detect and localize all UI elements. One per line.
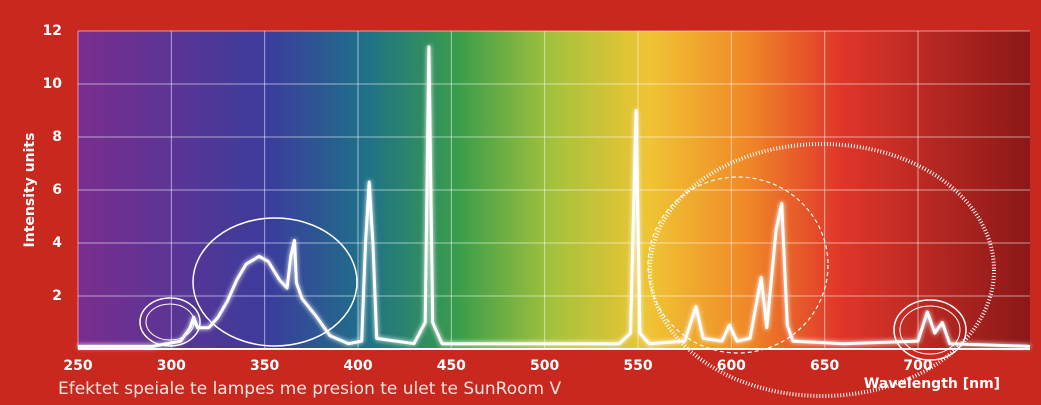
y-tick-label: 8 — [52, 129, 62, 145]
y-tick-label: 2 — [52, 288, 62, 304]
y-axis-label: Intensity units — [22, 133, 38, 248]
x-tick-label: 550 — [623, 358, 652, 374]
spectrum-line — [78, 45, 1031, 348]
y-tick-label: 12 — [43, 23, 62, 39]
y-tick-label: 10 — [43, 76, 63, 92]
x-tick-label: 500 — [530, 358, 559, 374]
y-tick-label: 4 — [52, 235, 62, 251]
x-tick-label: 350 — [250, 358, 279, 374]
x-tick-label: 600 — [717, 358, 746, 374]
caption: Efektet speiale te lampes me presion te … — [58, 379, 561, 399]
y-tick-label: 6 — [52, 182, 62, 198]
x-tick-label: 650 — [810, 358, 839, 374]
x-axis-label: Wavelength [nm] — [864, 376, 1000, 392]
x-tick-label: 700 — [903, 358, 932, 374]
x-tick-label: 300 — [157, 358, 186, 374]
x-tick-label: 400 — [343, 358, 372, 374]
x-tick-label: 450 — [437, 358, 466, 374]
x-tick-label: 250 — [63, 358, 92, 374]
highlight-ellipses — [139, 142, 996, 398]
